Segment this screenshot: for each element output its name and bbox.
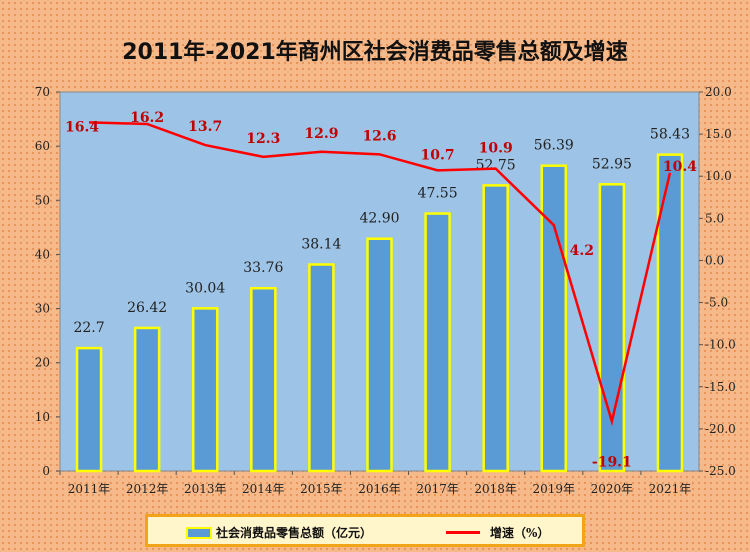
bar-value-label: 56.39 bbox=[534, 138, 574, 154]
bar bbox=[250, 286, 277, 473]
left-tick-label: 20 bbox=[35, 356, 50, 370]
bar-value-label: 38.14 bbox=[301, 236, 341, 252]
growth-value-label: 16.4 bbox=[65, 119, 99, 135]
left-tick-label: 30 bbox=[35, 302, 50, 316]
right-tick-label: 20.0 bbox=[705, 85, 732, 99]
x-tick-label: 2016年 bbox=[358, 482, 401, 496]
legend-line-label: 增速（%） bbox=[490, 526, 550, 540]
left-tick-label: 60 bbox=[35, 139, 50, 153]
chart-title: 2011年-2021年商州区社会消费品零售总额及增速 bbox=[122, 40, 628, 65]
growth-value-labels: 16.4 16.2 13.7 12.3 12.9 12.6 10.7 10.9 4.2 -19.1… bbox=[65, 110, 697, 470]
growth-line-series bbox=[89, 121, 672, 427]
x-tick-label: 2014年 bbox=[242, 482, 285, 496]
right-tick-label: 15.0 bbox=[705, 127, 732, 141]
bar bbox=[482, 184, 509, 473]
right-tick-label: -15.0 bbox=[705, 380, 736, 394]
growth-value-label: 13.7 bbox=[188, 119, 222, 135]
right-tick-label: -10.0 bbox=[705, 338, 736, 352]
growth-value-label: 4.2 bbox=[570, 243, 594, 259]
x-tick-label: 2013年 bbox=[184, 482, 227, 496]
bar bbox=[598, 183, 626, 473]
bar-value-label: 42.90 bbox=[359, 211, 399, 227]
growth-value-label: 16.2 bbox=[130, 110, 164, 126]
x-tick-label: 2018年 bbox=[474, 482, 517, 496]
bar bbox=[424, 212, 451, 473]
x-tick-label: 2021年 bbox=[649, 482, 692, 496]
right-tick-label: 5.0 bbox=[705, 211, 724, 225]
bar-value-label: 22.7 bbox=[73, 320, 104, 336]
x-tick-label: 2017年 bbox=[416, 482, 459, 496]
bar-value-label: 30.04 bbox=[185, 280, 225, 296]
growth-value-label: 10.4 bbox=[663, 159, 697, 175]
left-tick-label: 0 bbox=[42, 464, 50, 478]
x-tick-label: 2015年 bbox=[300, 482, 343, 496]
bar-value-label: 26.42 bbox=[127, 300, 167, 316]
bar-value-label: 58.43 bbox=[650, 127, 690, 143]
x-tick-label: 2019年 bbox=[532, 482, 575, 496]
bar bbox=[656, 153, 684, 473]
legend-line-swatch bbox=[446, 531, 480, 534]
bar bbox=[191, 307, 219, 473]
bar bbox=[540, 164, 568, 473]
growth-value-label: 10.9 bbox=[479, 141, 513, 157]
growth-value-label: 12.6 bbox=[362, 128, 396, 144]
legend: 社会消费品零售总额（亿元） 增速（%） bbox=[145, 514, 585, 547]
right-tick-label: -20.0 bbox=[705, 422, 736, 436]
right-tick-label: -25.0 bbox=[705, 464, 736, 478]
bar bbox=[366, 237, 393, 473]
x-axis: 2011年 2012年 2013年 2014年 2015年 2016年 2017年 2018年… bbox=[59, 471, 692, 496]
left-tick-label: 50 bbox=[35, 193, 50, 207]
bar bbox=[308, 263, 335, 473]
bar-value-label: 47.55 bbox=[418, 186, 458, 202]
legend-bar-swatch bbox=[186, 526, 212, 539]
left-tick-label: 10 bbox=[35, 410, 50, 424]
growth-value-label: -19.1 bbox=[592, 454, 632, 470]
growth-line bbox=[89, 121, 672, 427]
right-tick-label: 0.0 bbox=[705, 253, 724, 267]
bar bbox=[133, 326, 161, 473]
right-tick-label: 10.0 bbox=[705, 169, 732, 183]
bar-series bbox=[75, 153, 684, 473]
growth-value-label: 12.3 bbox=[246, 131, 280, 147]
bar-value-labels: 22.7 26.42 30.04 33.76 38.14 42.90 47.55 52.75 5… bbox=[73, 127, 690, 336]
right-tick-label: -5.0 bbox=[705, 296, 728, 310]
growth-value-label: 10.7 bbox=[421, 147, 455, 163]
x-tick-label: 2020年 bbox=[591, 482, 634, 496]
left-axis: 0 10 20 30 40 50 60 70 bbox=[35, 85, 60, 478]
legend-bar-label: 社会消费品零售总额（亿元） bbox=[216, 526, 373, 540]
growth-value-label: 12.9 bbox=[304, 126, 338, 142]
left-tick-label: 70 bbox=[35, 85, 50, 99]
right-axis: -25.0 -20.0 -15.0 -10.0 -5.0 0.0 5.0 10.0 15.0 20… bbox=[699, 85, 736, 478]
legend-item-bar: 社会消费品零售总额（亿元） bbox=[186, 524, 372, 541]
x-tick-label: 2011年 bbox=[68, 482, 111, 496]
x-tick-label: 2012年 bbox=[126, 482, 169, 496]
left-tick-label: 40 bbox=[35, 247, 50, 261]
bar-value-label: 52.75 bbox=[476, 157, 516, 173]
bar-value-label: 33.76 bbox=[243, 260, 283, 276]
bar-value-label: 52.95 bbox=[592, 156, 632, 172]
bar bbox=[75, 346, 103, 473]
legend-item-line: 增速（%） bbox=[446, 524, 549, 541]
